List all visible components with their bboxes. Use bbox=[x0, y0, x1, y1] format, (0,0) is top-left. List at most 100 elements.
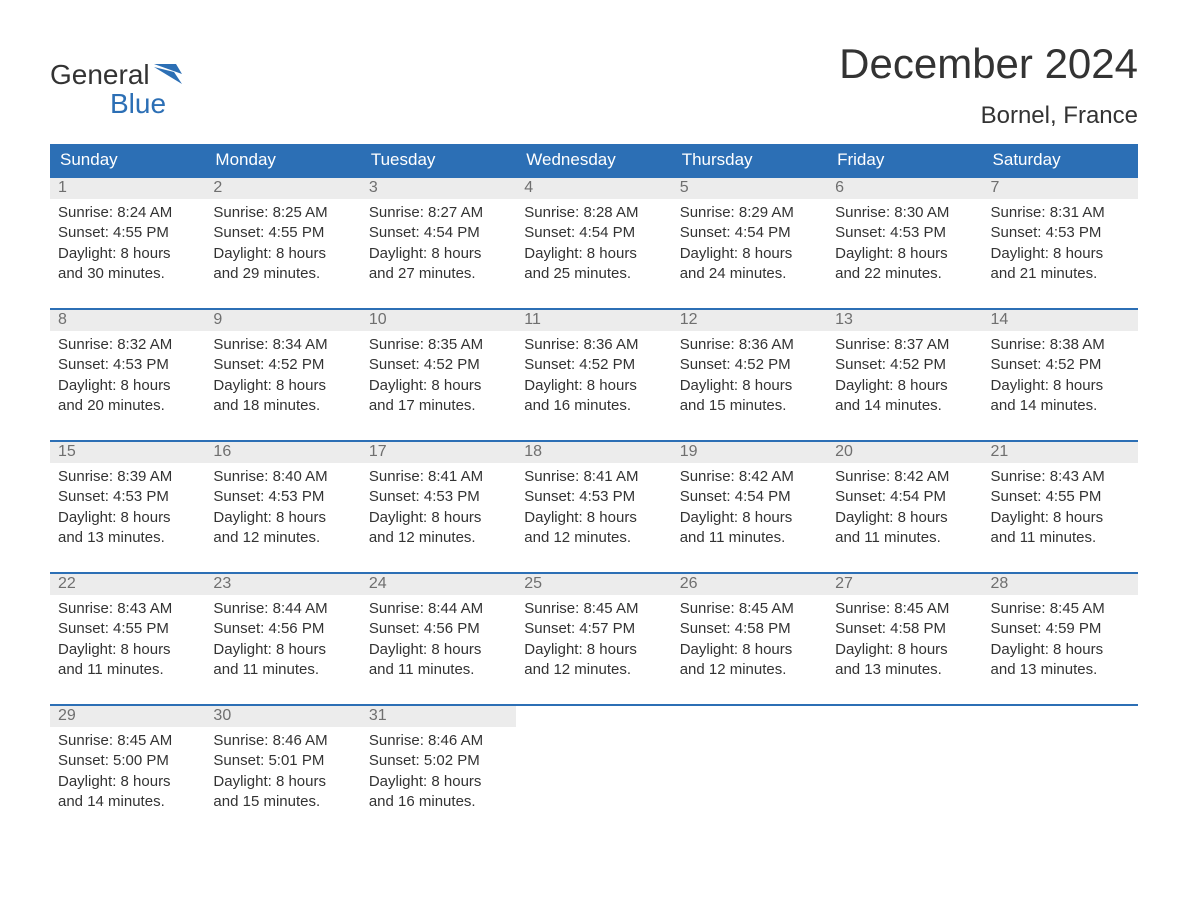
calendar-day: 21Sunrise: 8:43 AMSunset: 4:55 PMDayligh… bbox=[983, 442, 1138, 554]
calendar-day: 15Sunrise: 8:39 AMSunset: 4:53 PMDayligh… bbox=[50, 442, 205, 554]
sunrise-line: Sunrise: 8:29 AM bbox=[680, 203, 819, 223]
day-body: Sunrise: 8:46 AMSunset: 5:01 PMDaylight:… bbox=[205, 727, 360, 818]
day-body: Sunrise: 8:31 AMSunset: 4:53 PMDaylight:… bbox=[983, 199, 1138, 290]
day-number: 19 bbox=[672, 442, 827, 463]
daylight-line: Daylight: 8 hours and 16 minutes. bbox=[524, 376, 663, 417]
daylight-line: Daylight: 8 hours and 15 minutes. bbox=[680, 376, 819, 417]
calendar-week: 22Sunrise: 8:43 AMSunset: 4:55 PMDayligh… bbox=[50, 572, 1138, 686]
day-number: 4 bbox=[516, 178, 671, 199]
weekday-label: Saturday bbox=[983, 144, 1138, 178]
daylight-line: Daylight: 8 hours and 12 minutes. bbox=[680, 640, 819, 681]
day-number: 28 bbox=[983, 574, 1138, 595]
day-body: Sunrise: 8:30 AMSunset: 4:53 PMDaylight:… bbox=[827, 199, 982, 290]
calendar-day: 29Sunrise: 8:45 AMSunset: 5:00 PMDayligh… bbox=[50, 706, 205, 818]
calendar-day: 28Sunrise: 8:45 AMSunset: 4:59 PMDayligh… bbox=[983, 574, 1138, 686]
sunset-line: Sunset: 4:53 PM bbox=[369, 487, 508, 507]
location: Bornel, France bbox=[839, 102, 1138, 130]
day-body: Sunrise: 8:34 AMSunset: 4:52 PMDaylight:… bbox=[205, 331, 360, 422]
day-number: 29 bbox=[50, 706, 205, 727]
day-number: 14 bbox=[983, 310, 1138, 331]
sunset-line: Sunset: 4:55 PM bbox=[58, 223, 197, 243]
day-number: 9 bbox=[205, 310, 360, 331]
day-body: Sunrise: 8:43 AMSunset: 4:55 PMDaylight:… bbox=[983, 463, 1138, 554]
day-body: Sunrise: 8:45 AMSunset: 4:59 PMDaylight:… bbox=[983, 595, 1138, 686]
daylight-line: Daylight: 8 hours and 12 minutes. bbox=[524, 640, 663, 681]
logo-text-bottom: Blue bbox=[50, 89, 182, 118]
sunset-line: Sunset: 4:56 PM bbox=[369, 619, 508, 639]
day-number: 30 bbox=[205, 706, 360, 727]
sunrise-line: Sunrise: 8:44 AM bbox=[369, 599, 508, 619]
calendar-day: 23Sunrise: 8:44 AMSunset: 4:56 PMDayligh… bbox=[205, 574, 360, 686]
day-body: Sunrise: 8:36 AMSunset: 4:52 PMDaylight:… bbox=[516, 331, 671, 422]
sunset-line: Sunset: 4:56 PM bbox=[213, 619, 352, 639]
sunrise-line: Sunrise: 8:45 AM bbox=[58, 731, 197, 751]
daylight-line: Daylight: 8 hours and 12 minutes. bbox=[369, 508, 508, 549]
day-body: Sunrise: 8:32 AMSunset: 4:53 PMDaylight:… bbox=[50, 331, 205, 422]
page-header: General Blue December 2024 Bornel, Franc… bbox=[50, 40, 1138, 130]
daylight-line: Daylight: 8 hours and 13 minutes. bbox=[991, 640, 1130, 681]
sunset-line: Sunset: 4:53 PM bbox=[835, 223, 974, 243]
calendar-day: 1Sunrise: 8:24 AMSunset: 4:55 PMDaylight… bbox=[50, 178, 205, 290]
calendar-day: 6Sunrise: 8:30 AMSunset: 4:53 PMDaylight… bbox=[827, 178, 982, 290]
sunset-line: Sunset: 4:55 PM bbox=[213, 223, 352, 243]
sunset-line: Sunset: 4:55 PM bbox=[991, 487, 1130, 507]
daylight-line: Daylight: 8 hours and 24 minutes. bbox=[680, 244, 819, 285]
day-number: 16 bbox=[205, 442, 360, 463]
daylight-line: Daylight: 8 hours and 25 minutes. bbox=[524, 244, 663, 285]
sunrise-line: Sunrise: 8:37 AM bbox=[835, 335, 974, 355]
day-body: Sunrise: 8:43 AMSunset: 4:55 PMDaylight:… bbox=[50, 595, 205, 686]
day-number: 26 bbox=[672, 574, 827, 595]
day-number: 7 bbox=[983, 178, 1138, 199]
day-number: 20 bbox=[827, 442, 982, 463]
day-body: Sunrise: 8:36 AMSunset: 4:52 PMDaylight:… bbox=[672, 331, 827, 422]
calendar-day: 12Sunrise: 8:36 AMSunset: 4:52 PMDayligh… bbox=[672, 310, 827, 422]
day-body: Sunrise: 8:46 AMSunset: 5:02 PMDaylight:… bbox=[361, 727, 516, 818]
daylight-line: Daylight: 8 hours and 16 minutes. bbox=[369, 772, 508, 813]
calendar-week: 29Sunrise: 8:45 AMSunset: 5:00 PMDayligh… bbox=[50, 704, 1138, 818]
sunset-line: Sunset: 4:52 PM bbox=[835, 355, 974, 375]
day-body: Sunrise: 8:29 AMSunset: 4:54 PMDaylight:… bbox=[672, 199, 827, 290]
calendar-day: 9Sunrise: 8:34 AMSunset: 4:52 PMDaylight… bbox=[205, 310, 360, 422]
calendar-day: 30Sunrise: 8:46 AMSunset: 5:01 PMDayligh… bbox=[205, 706, 360, 818]
day-body: Sunrise: 8:42 AMSunset: 4:54 PMDaylight:… bbox=[672, 463, 827, 554]
day-number: 17 bbox=[361, 442, 516, 463]
sunrise-line: Sunrise: 8:46 AM bbox=[369, 731, 508, 751]
calendar-day bbox=[516, 706, 671, 818]
sunrise-line: Sunrise: 8:43 AM bbox=[58, 599, 197, 619]
sunrise-line: Sunrise: 8:27 AM bbox=[369, 203, 508, 223]
weekday-label: Sunday bbox=[50, 144, 205, 178]
weekday-header: SundayMondayTuesdayWednesdayThursdayFrid… bbox=[50, 144, 1138, 178]
day-number: 27 bbox=[827, 574, 982, 595]
calendar-day: 7Sunrise: 8:31 AMSunset: 4:53 PMDaylight… bbox=[983, 178, 1138, 290]
day-number: 5 bbox=[672, 178, 827, 199]
sunrise-line: Sunrise: 8:38 AM bbox=[991, 335, 1130, 355]
day-number: 15 bbox=[50, 442, 205, 463]
sunrise-line: Sunrise: 8:45 AM bbox=[680, 599, 819, 619]
day-body: Sunrise: 8:45 AMSunset: 4:58 PMDaylight:… bbox=[672, 595, 827, 686]
day-body: Sunrise: 8:45 AMSunset: 4:58 PMDaylight:… bbox=[827, 595, 982, 686]
day-body: Sunrise: 8:41 AMSunset: 4:53 PMDaylight:… bbox=[361, 463, 516, 554]
sunset-line: Sunset: 4:53 PM bbox=[58, 355, 197, 375]
sunrise-line: Sunrise: 8:41 AM bbox=[524, 467, 663, 487]
sunrise-line: Sunrise: 8:35 AM bbox=[369, 335, 508, 355]
day-number: 10 bbox=[361, 310, 516, 331]
sunrise-line: Sunrise: 8:40 AM bbox=[213, 467, 352, 487]
daylight-line: Daylight: 8 hours and 11 minutes. bbox=[991, 508, 1130, 549]
day-number: 23 bbox=[205, 574, 360, 595]
day-body: Sunrise: 8:38 AMSunset: 4:52 PMDaylight:… bbox=[983, 331, 1138, 422]
sunrise-line: Sunrise: 8:45 AM bbox=[835, 599, 974, 619]
sunset-line: Sunset: 4:53 PM bbox=[58, 487, 197, 507]
daylight-line: Daylight: 8 hours and 17 minutes. bbox=[369, 376, 508, 417]
day-body: Sunrise: 8:28 AMSunset: 4:54 PMDaylight:… bbox=[516, 199, 671, 290]
calendar-day: 24Sunrise: 8:44 AMSunset: 4:56 PMDayligh… bbox=[361, 574, 516, 686]
sunrise-line: Sunrise: 8:42 AM bbox=[835, 467, 974, 487]
calendar-week: 15Sunrise: 8:39 AMSunset: 4:53 PMDayligh… bbox=[50, 440, 1138, 554]
daylight-line: Daylight: 8 hours and 30 minutes. bbox=[58, 244, 197, 285]
day-number: 11 bbox=[516, 310, 671, 331]
sunset-line: Sunset: 4:55 PM bbox=[58, 619, 197, 639]
day-body: Sunrise: 8:45 AMSunset: 5:00 PMDaylight:… bbox=[50, 727, 205, 818]
sunset-line: Sunset: 4:59 PM bbox=[991, 619, 1130, 639]
day-number: 12 bbox=[672, 310, 827, 331]
sunrise-line: Sunrise: 8:25 AM bbox=[213, 203, 352, 223]
sunrise-line: Sunrise: 8:32 AM bbox=[58, 335, 197, 355]
